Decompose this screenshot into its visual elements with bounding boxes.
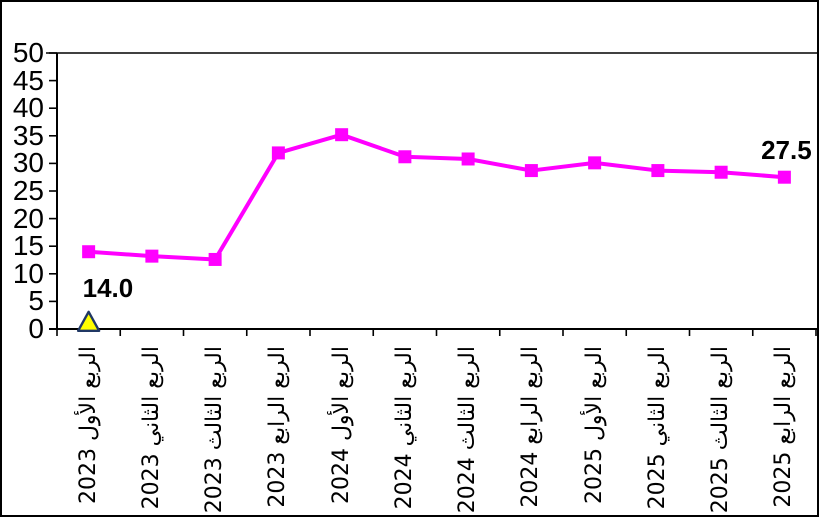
x-axis-category-label: الربع الثالث 2024 — [455, 346, 481, 514]
x-axis-category-label: الربع الثالث 2025 — [708, 346, 734, 514]
x-axis-category-label: الربع الأول 2024 — [328, 346, 354, 505]
data-label: 27.5 — [761, 135, 812, 166]
data-point-marker — [588, 156, 602, 170]
data-point-marker — [82, 245, 96, 259]
x-axis-category-label: الربع الثالث 2023 — [202, 346, 228, 514]
y-axis-tick-label: 15 — [12, 230, 44, 262]
data-point-marker — [398, 150, 412, 164]
y-axis-tick-label: 25 — [12, 175, 44, 206]
y-axis-tick-label: 50 — [12, 37, 44, 68]
x-axis-category-label: الربع الثاني 2025 — [644, 346, 670, 510]
y-axis-tick-label: 40 — [12, 92, 44, 124]
y-axis-tick-label: 5 — [28, 285, 44, 317]
data-point-marker — [777, 170, 791, 184]
data-point-marker — [461, 152, 475, 166]
x-axis-category-label: الربع الرابع 2023 — [265, 346, 291, 508]
x-axis-category-label: الربع الثاني 2023 — [138, 346, 164, 510]
y-axis-tick-label: 0 — [28, 313, 44, 344]
data-point-marker — [524, 164, 538, 178]
x-axis-category-label: الربع الأول 2025 — [581, 346, 607, 505]
x-axis-category-label: الربع الثاني 2024 — [391, 346, 417, 510]
x-axis-category-label: الربع الأول 2023 — [75, 346, 101, 505]
y-axis-tick-label: 20 — [12, 202, 44, 234]
data-point-marker — [714, 165, 728, 179]
y-axis-tick-label: 45 — [12, 64, 44, 96]
data-point-marker — [145, 249, 159, 263]
data-point-marker — [208, 252, 222, 266]
y-axis-tick-label: 10 — [12, 257, 44, 289]
series-line — [88, 132, 785, 262]
y-axis-tick-label: 30 — [12, 147, 44, 179]
x-axis-category-label: الربع الرابع 2024 — [518, 346, 544, 508]
data-point-marker — [651, 164, 665, 178]
data-point-marker — [335, 128, 349, 142]
y-axis-tick-label: 35 — [12, 119, 44, 151]
triangle-marker — [76, 310, 101, 333]
data-label: 14.0 — [82, 272, 134, 303]
data-point-marker — [271, 146, 285, 160]
x-axis-category-label: الربع الرابع 2025 — [771, 346, 797, 508]
